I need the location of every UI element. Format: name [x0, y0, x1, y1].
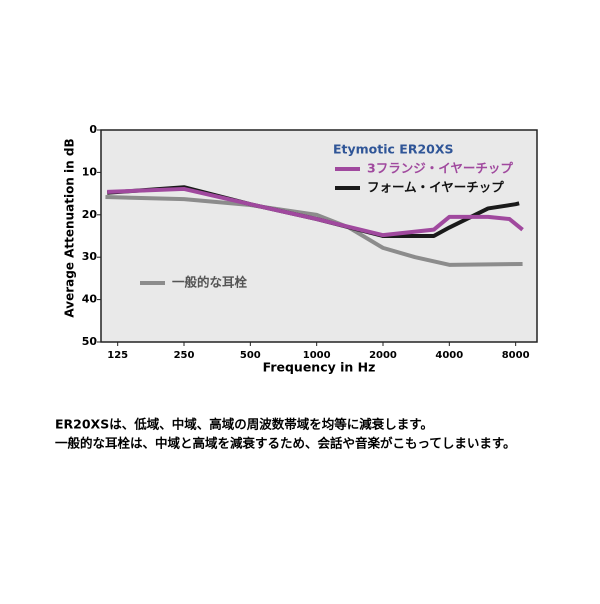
legend-title: Etymotic ER20XS	[333, 142, 454, 157]
x-tick-label: 2000	[369, 350, 397, 361]
y-tick-label: 0	[89, 123, 97, 136]
caption: ER20XSは、低域、中域、高域の周波数帯域を均等に減衰します。	[55, 417, 433, 432]
legend-label: 3フランジ・イヤーチップ	[367, 161, 513, 176]
y-tick-label: 20	[82, 208, 98, 221]
x-tick-label: 250	[174, 350, 195, 361]
legend-label: 一般的な耳栓	[172, 275, 248, 290]
line	[107, 186, 524, 238]
y-tick-label: 10	[82, 165, 98, 178]
x-tick-label: 8000	[502, 350, 530, 361]
y-tick-label: 30	[82, 250, 98, 263]
x-tick-label: 125	[107, 350, 128, 361]
plot-area	[100, 129, 538, 343]
x-tick-label: 1000	[303, 350, 331, 361]
y-tick-label: 40	[82, 293, 98, 306]
x-tick-label: 500	[240, 350, 261, 361]
y-tick-label: 50	[82, 335, 98, 348]
y-axis-label: Average Attenuation in dB	[63, 138, 77, 317]
legend-label: フォーム・イヤーチップ	[367, 180, 504, 195]
x-axis-label: Frequency in Hz	[263, 360, 376, 375]
caption: 一般的な耳栓は、中域と高域を減衰するため、会話や音楽がこもってしまいます。	[55, 436, 516, 451]
x-tick-label: 4000	[435, 350, 463, 361]
